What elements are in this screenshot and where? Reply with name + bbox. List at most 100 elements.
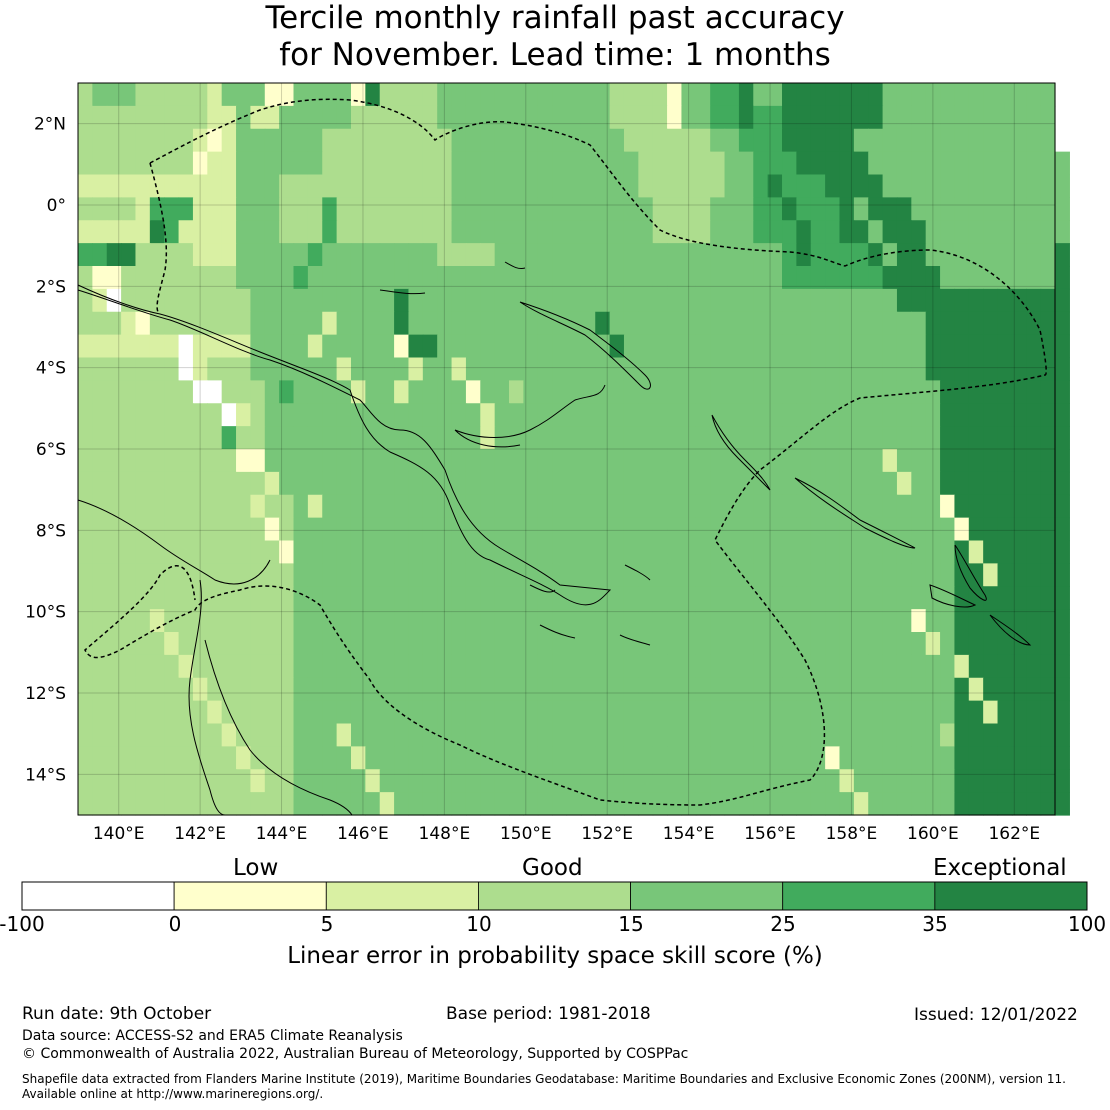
skill-cell bbox=[882, 357, 898, 381]
skill-cell bbox=[853, 288, 869, 313]
skill-cell bbox=[494, 83, 510, 107]
skill-cell bbox=[940, 105, 956, 130]
skill-cell bbox=[149, 632, 165, 656]
skill-cell bbox=[78, 128, 93, 153]
skill-cell bbox=[523, 174, 539, 198]
skill-cell bbox=[710, 632, 726, 656]
skill-cell bbox=[595, 311, 611, 336]
skill-cell bbox=[408, 128, 424, 153]
skill-cell bbox=[695, 197, 711, 221]
skill-cell bbox=[638, 494, 654, 519]
skill-cell bbox=[451, 517, 467, 542]
skill-cell bbox=[365, 266, 381, 290]
skill-cell bbox=[394, 83, 410, 107]
skill-cell bbox=[681, 426, 697, 450]
skill-cell bbox=[695, 334, 711, 359]
skill-cell bbox=[767, 746, 783, 770]
skill-cell bbox=[925, 494, 941, 519]
skill-cell bbox=[92, 357, 108, 381]
skill-cell bbox=[623, 517, 639, 542]
skill-cell bbox=[480, 426, 496, 450]
skill-cell bbox=[106, 311, 122, 336]
skill-cell bbox=[896, 494, 912, 519]
colorbar-category-good: Good bbox=[522, 855, 583, 881]
skill-cell bbox=[509, 174, 524, 198]
skill-cell bbox=[609, 197, 625, 221]
skill-cell bbox=[480, 632, 496, 656]
skill-cell bbox=[121, 357, 137, 381]
skill-cell bbox=[437, 517, 453, 542]
skill-cell bbox=[695, 174, 711, 198]
skill-cell bbox=[983, 540, 999, 564]
skill-cell bbox=[250, 288, 266, 313]
skill-cell bbox=[609, 128, 625, 153]
skill-cell bbox=[509, 609, 524, 633]
skill-cell bbox=[422, 517, 438, 542]
skill-cell bbox=[379, 654, 395, 679]
latitude-label: 0° bbox=[47, 196, 66, 216]
skill-cell bbox=[523, 128, 539, 153]
skill-cell bbox=[782, 403, 797, 427]
skill-cell bbox=[207, 83, 223, 107]
skill-cell bbox=[681, 243, 697, 267]
skill-cell bbox=[322, 517, 338, 542]
skill-cell bbox=[782, 609, 797, 633]
skill-cell bbox=[1011, 426, 1027, 450]
skill-cell bbox=[695, 266, 711, 290]
skill-cell bbox=[379, 334, 395, 359]
skill-cell bbox=[968, 540, 984, 564]
skill-cell bbox=[1055, 288, 1070, 313]
skill-cell bbox=[379, 83, 395, 107]
skill-cell bbox=[207, 540, 223, 564]
skill-cell bbox=[638, 128, 654, 153]
skill-cell bbox=[667, 517, 683, 542]
skill-cell bbox=[853, 220, 869, 244]
skill-cell bbox=[853, 769, 869, 793]
longitude-label: 146°E bbox=[337, 824, 389, 844]
skill-cell bbox=[135, 151, 151, 176]
skill-cell bbox=[623, 769, 639, 793]
skill-cell bbox=[135, 769, 151, 793]
skill-cell bbox=[652, 220, 668, 244]
skill-cell bbox=[365, 769, 381, 793]
skill-cell bbox=[954, 311, 970, 336]
skill-cell bbox=[178, 586, 194, 610]
skill-cell bbox=[968, 723, 984, 747]
skill-cell bbox=[911, 746, 927, 770]
skill-cell bbox=[638, 105, 654, 130]
skill-cell bbox=[767, 723, 783, 747]
colorbar-frame bbox=[21, 881, 1088, 911]
skill-cell bbox=[437, 586, 453, 610]
skill-cell bbox=[681, 494, 697, 519]
skill-cell bbox=[422, 426, 438, 450]
skill-cell bbox=[839, 105, 855, 130]
skill-cell bbox=[810, 540, 826, 564]
skill-cell bbox=[509, 769, 524, 793]
skill-cell bbox=[652, 128, 668, 153]
skill-cell bbox=[336, 83, 352, 107]
skill-cell bbox=[293, 174, 309, 198]
skill-cell bbox=[437, 266, 453, 290]
skill-cell bbox=[178, 449, 194, 473]
skill-cell bbox=[667, 83, 683, 107]
skill-cell bbox=[911, 266, 927, 290]
skill-cell bbox=[652, 563, 668, 587]
skill-cell bbox=[638, 266, 654, 290]
skill-cell bbox=[940, 426, 956, 450]
skill-cell bbox=[552, 426, 568, 450]
skill-cell bbox=[724, 266, 740, 290]
skill-cell bbox=[78, 517, 93, 542]
skill-cell bbox=[336, 288, 352, 313]
skill-cell bbox=[480, 220, 496, 244]
skill-cell bbox=[839, 494, 855, 519]
skill-cell bbox=[968, 654, 984, 679]
skill-cell bbox=[451, 288, 467, 313]
skill-cell bbox=[92, 494, 108, 519]
skill-cell bbox=[221, 677, 237, 702]
skill-cell bbox=[853, 746, 869, 770]
skill-cell bbox=[480, 403, 496, 427]
skill-cell bbox=[983, 357, 999, 381]
skill-cell bbox=[1011, 540, 1027, 564]
skill-cell bbox=[911, 609, 927, 633]
skill-cell bbox=[767, 83, 783, 107]
